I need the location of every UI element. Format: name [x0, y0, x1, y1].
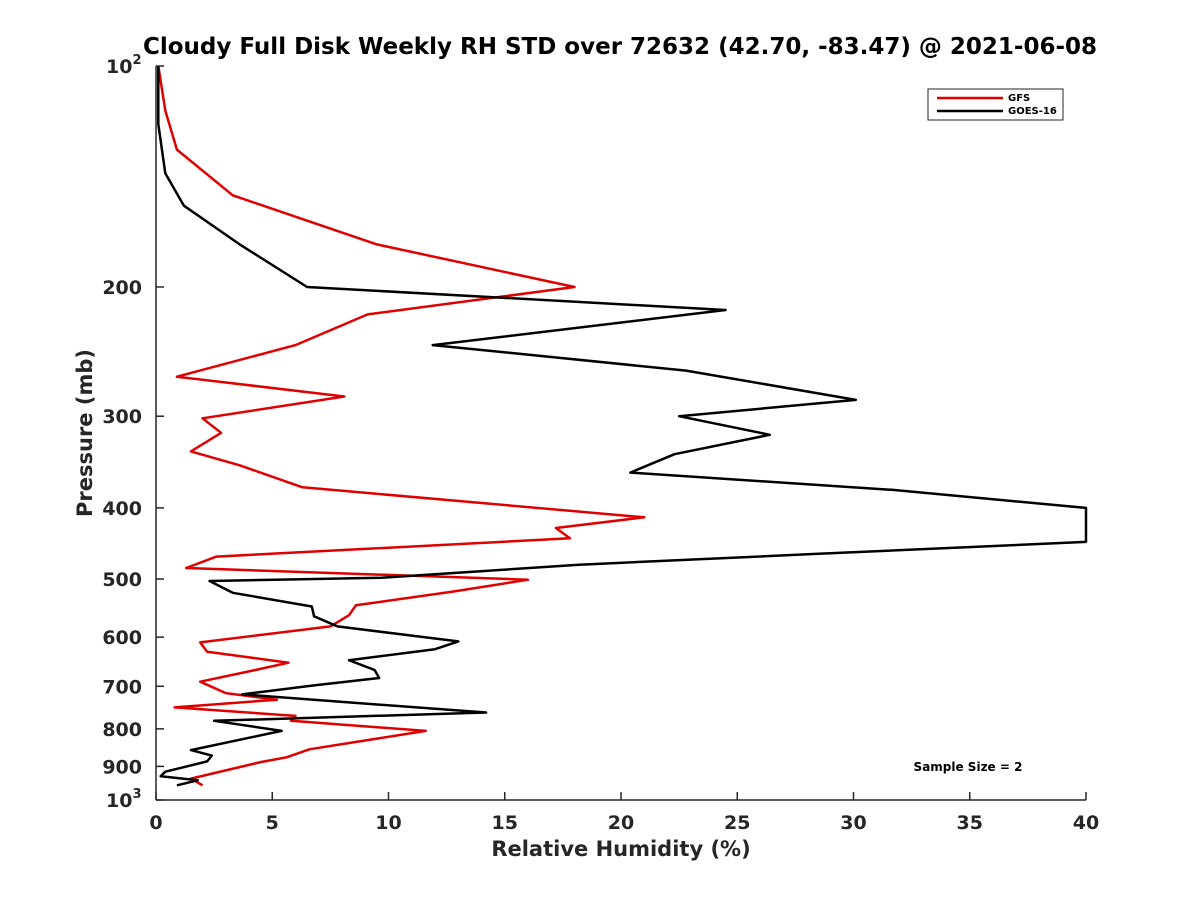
chart-title: Cloudy Full Disk Weekly RH STD over 7263…	[143, 34, 1097, 60]
y-tick-label: 700	[102, 676, 142, 698]
y-tick-label: 102	[106, 53, 142, 78]
legend-label-gfs: GFS	[1008, 93, 1030, 104]
x-tick-label: 30	[840, 812, 866, 834]
x-tick-label: 40	[1073, 812, 1099, 834]
series-line-gfs	[157, 65, 646, 787]
x-tick-group: 0 5 10 15 20 25 30 35 40	[149, 792, 1099, 834]
y-tick-exponent: 2	[132, 53, 141, 68]
x-tick-label: 15	[492, 812, 518, 834]
y-tick-label: 300	[102, 406, 142, 428]
x-tick-label: 5	[266, 812, 279, 834]
x-tick-label: 0	[149, 812, 162, 834]
legend: GFS GOES-16	[927, 88, 1064, 121]
y-tick-exponent: 3	[132, 787, 141, 802]
series-layer	[157, 65, 1088, 787]
y-tick-label: 400	[102, 498, 142, 520]
series-line-goes-16	[157, 66, 1088, 787]
x-axis-label: Relative Humidity (%)	[491, 837, 750, 861]
y-tick-group: 102 200 300 400 500 600 700 800 900 103	[102, 53, 164, 812]
legend-box	[927, 88, 1064, 121]
x-tick-label: 20	[608, 812, 634, 834]
sample-size-annotation: Sample Size = 2	[914, 760, 1023, 774]
x-tick-label: 25	[724, 812, 750, 834]
plot-area	[155, 66, 1086, 801]
y-tick-label: 800	[102, 719, 142, 741]
y-tick-label: 103	[106, 787, 142, 812]
y-tick-label: 200	[102, 277, 142, 299]
legend-label-goes16: GOES-16	[1008, 106, 1057, 117]
x-tick-label: 10	[375, 812, 401, 834]
y-tick-label: 500	[102, 569, 142, 591]
y-tick-label: 900	[102, 756, 142, 778]
y-tick-label: 600	[102, 627, 142, 649]
y-axis-label: Pressure (mb)	[73, 349, 97, 517]
x-tick-label: 35	[957, 812, 983, 834]
